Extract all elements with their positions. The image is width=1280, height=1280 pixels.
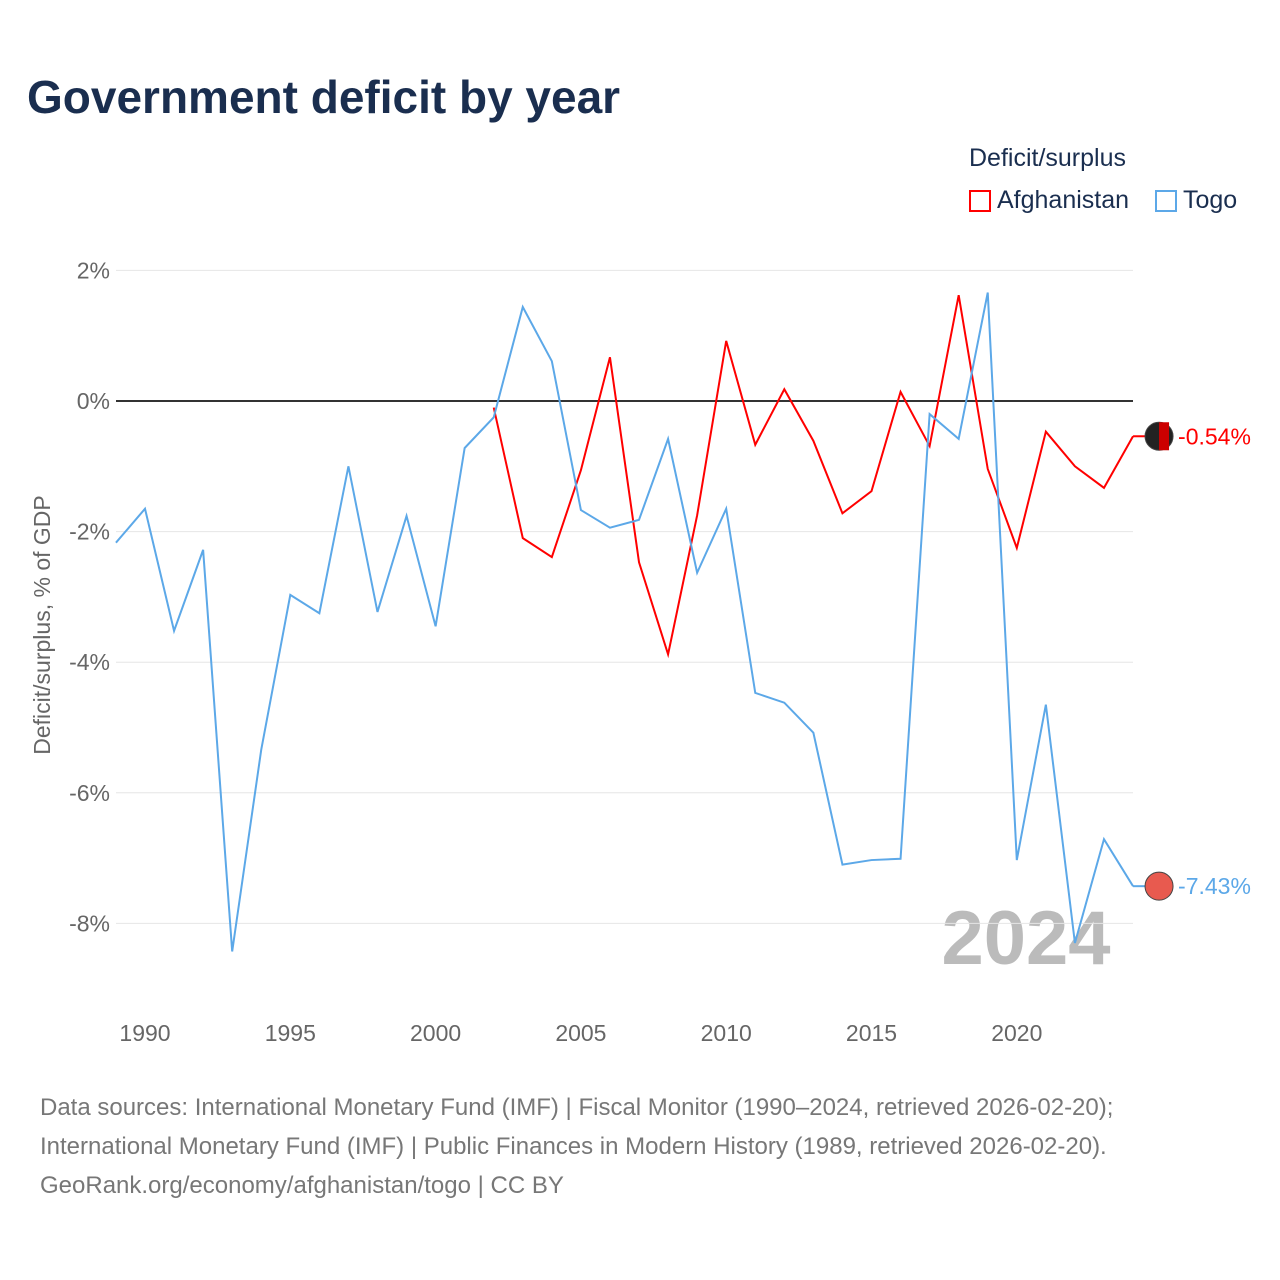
end-value-label: -7.43% xyxy=(1178,873,1251,899)
y-tick-label: 2% xyxy=(77,257,110,283)
x-tick-label: 2020 xyxy=(991,1020,1042,1046)
y-tick-label: -2% xyxy=(69,519,110,545)
flag-stripe xyxy=(1159,422,1170,451)
attribution-link[interactable]: GeoRank.org/economy/afghanistan/togo | C… xyxy=(40,1172,564,1199)
series-line-togo xyxy=(115,292,1134,952)
x-tick-label: 1995 xyxy=(265,1020,316,1046)
legend-swatch xyxy=(1155,189,1177,212)
end-value-label: -0.54% xyxy=(1178,423,1251,449)
legend-item-afghanistan[interactable]: Afghanistan xyxy=(969,186,1129,215)
x-tick-label: 2015 xyxy=(846,1020,897,1046)
year-watermark: 2024 xyxy=(941,896,1110,981)
y-tick-label: -6% xyxy=(69,780,110,806)
legend-label: Togo xyxy=(1183,186,1238,214)
y-tick-label: -8% xyxy=(69,910,110,936)
flag-icon-togo xyxy=(1144,871,1174,901)
legend-title: Deficit/surplus xyxy=(969,144,1126,172)
series-line-afghanistan xyxy=(492,295,1134,659)
x-tick-label: 2005 xyxy=(555,1020,606,1046)
y-tick-label: 0% xyxy=(77,388,110,414)
chart-title: Government deficit by year xyxy=(27,71,621,123)
source-line: Data sources: International Monetary Fun… xyxy=(40,1094,1114,1121)
legend-swatch xyxy=(969,189,991,212)
x-tick-label: 2000 xyxy=(410,1020,461,1046)
x-tick-label: 1990 xyxy=(119,1020,170,1046)
footer: Data sources: International Monetary Fun… xyxy=(40,1088,1113,1205)
legend-label: Afghanistan xyxy=(997,186,1130,214)
y-tick-label: -4% xyxy=(69,649,110,675)
x-tick-label: 2010 xyxy=(701,1020,752,1046)
legend-item-togo[interactable]: Togo xyxy=(1155,186,1237,215)
y-axis-label: Deficit/surplus, % of GDP xyxy=(29,495,55,754)
source-line: International Monetary Fund (IMF) | Publ… xyxy=(40,1133,1107,1160)
